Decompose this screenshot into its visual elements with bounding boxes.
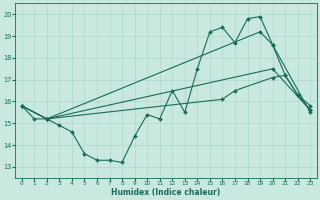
- X-axis label: Humidex (Indice chaleur): Humidex (Indice chaleur): [111, 188, 220, 197]
